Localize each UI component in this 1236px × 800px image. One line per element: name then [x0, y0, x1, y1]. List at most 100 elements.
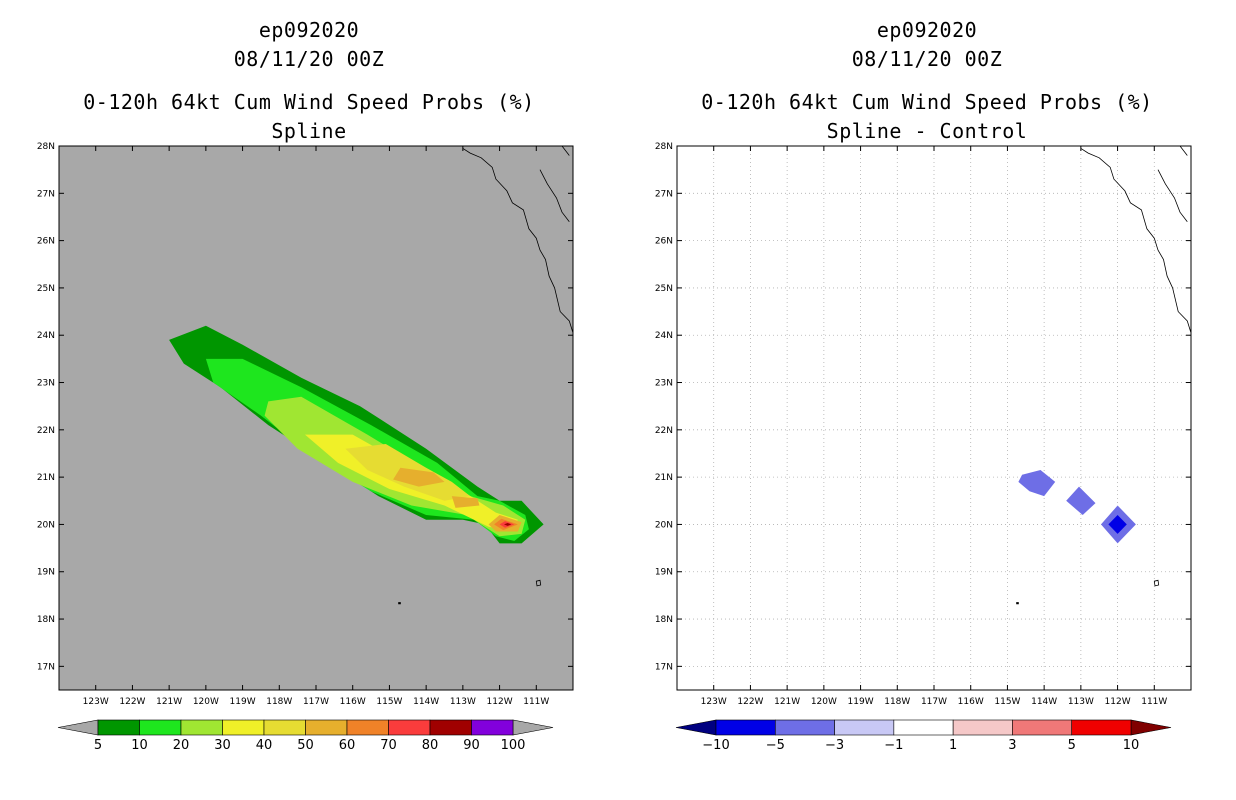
colorbar-swatch	[305, 719, 348, 736]
colorbar-label: 70	[380, 738, 397, 753]
colorbar-label: −3	[825, 738, 844, 753]
init-date: 08/11/20 00Z	[233, 47, 385, 71]
colorbar-swatch	[263, 719, 306, 736]
x-tick-label: 116W	[958, 697, 984, 707]
colorbar-label: −5	[766, 738, 785, 753]
x-tick-label: 118W	[266, 697, 292, 707]
y-tick-label: 23N	[655, 379, 673, 389]
y-tick-label: 20N	[655, 520, 673, 530]
island	[1153, 579, 1160, 587]
x-tick-label: 112W	[1105, 697, 1131, 707]
panel-spline: ep092020 08/11/20 00Z 0-120h 64kt Cum Wi…	[37, 18, 574, 753]
x-tick-label: 113W	[450, 697, 476, 707]
x-tick-label: 120W	[193, 697, 219, 707]
colorbar-label: 80	[422, 738, 439, 753]
colorbar-swatch	[774, 719, 835, 736]
x-tick-label: 119W	[848, 697, 874, 707]
colorbar-swatch	[834, 719, 895, 736]
chart-subtitle: Spline - Control	[826, 119, 1028, 143]
storm-id: ep092020	[876, 18, 978, 42]
y-tick-label: 26N	[37, 237, 55, 247]
y-tick-label: 26N	[655, 237, 673, 247]
init-date: 08/11/20 00Z	[851, 47, 1003, 71]
colorbar-label: 10	[131, 738, 148, 753]
colorbar-swatch	[388, 719, 431, 736]
island	[535, 579, 542, 587]
x-tick-label: 115W	[994, 697, 1020, 707]
y-tick-label: 18N	[37, 615, 55, 625]
colorbar-label: 90	[463, 738, 480, 753]
y-tick-label: 25N	[37, 284, 55, 294]
y-tick-label: 22N	[655, 426, 673, 436]
panel-spline-minus-control: ep092020 08/11/20 00Z 0-120h 64kt Cum Wi…	[618, 0, 1236, 800]
colorbar-label: 40	[256, 738, 273, 753]
colorbar-over-triangle	[512, 719, 554, 736]
colorbar-swatch	[346, 719, 389, 736]
colorbar-label: 50	[297, 738, 314, 753]
colorbar-label: 5	[94, 738, 102, 753]
y-tick-label: 17N	[37, 662, 55, 672]
colorbar-label: 100	[501, 738, 526, 753]
x-tick-label: 119W	[230, 697, 256, 707]
x-tick-label: 114W	[1031, 697, 1057, 707]
x-tick-label: 123W	[701, 697, 727, 707]
x-tick-label: 118W	[884, 697, 910, 707]
contour-region-neg3	[1066, 486, 1096, 515]
colorbar-label: −1	[884, 738, 903, 753]
chart-title: 0-120h 64kt Cum Wind Speed Probs (%)	[83, 90, 535, 114]
colorbar-under-triangle	[675, 719, 717, 736]
coastline	[1157, 169, 1188, 222]
y-tick-label: 27N	[655, 189, 673, 199]
coastline	[1179, 145, 1188, 156]
storm-id: ep092020	[258, 18, 360, 42]
colorbar-swatch	[471, 719, 514, 736]
colorbar-label: 1	[949, 738, 957, 753]
y-tick-label: 24N	[37, 331, 55, 341]
x-tick-label: 116W	[340, 697, 366, 707]
y-tick-label: 20N	[37, 520, 55, 530]
coastline	[561, 145, 570, 156]
colorbar-swatch	[139, 719, 182, 736]
chart-spline: 123W 122W 121W 120W 119W 118W 117W 116W 115W 114W…	[37, 142, 574, 753]
colorbar-swatch	[952, 719, 1013, 736]
colorbar-label: 30	[214, 738, 231, 753]
contour-region-50	[451, 496, 480, 508]
coastline	[539, 169, 570, 222]
x-tick-label: 111W	[523, 697, 549, 707]
x-tick-label: 122W	[737, 697, 763, 707]
colorbar-label: 60	[339, 738, 356, 753]
chart-title: 0-120h 64kt Cum Wind Speed Probs (%)	[701, 90, 1153, 114]
chart-spline-minus-control: 123W 122W 121W 120W 119W 118W 117W 116W 115W 114W…	[655, 142, 1192, 753]
colorbar-swatch	[1012, 719, 1073, 736]
x-tick-label: 113W	[1068, 697, 1094, 707]
x-tick-label: 122W	[119, 697, 145, 707]
coastline	[1080, 148, 1192, 334]
colorbar-swatch	[97, 719, 140, 736]
y-tick-label: 28N	[37, 142, 55, 152]
colorbar-label: −10	[702, 738, 729, 753]
x-tick-label: 114W	[413, 697, 439, 707]
island	[1016, 602, 1019, 605]
x-tick-label: 117W	[921, 697, 947, 707]
y-tick-label: 17N	[655, 662, 673, 672]
x-tick-label: 115W	[376, 697, 402, 707]
colorbar-swatch	[893, 719, 954, 736]
contour-region-neg3	[1018, 470, 1056, 497]
y-tick-label: 23N	[37, 379, 55, 389]
colorbar-over-triangle	[1130, 719, 1172, 736]
x-tick-label: 121W	[156, 697, 182, 707]
y-tick-label: 24N	[655, 331, 673, 341]
colorbar-label: 5	[1068, 738, 1076, 753]
colorbar-label: 20	[173, 738, 190, 753]
y-tick-label: 21N	[37, 473, 55, 483]
island	[398, 602, 401, 605]
x-tick-label: 112W	[487, 697, 513, 707]
y-tick-label: 21N	[655, 473, 673, 483]
chart-subtitle: Spline	[271, 119, 347, 143]
colorbar-swatch	[715, 719, 776, 736]
coastline	[462, 148, 574, 334]
x-tick-label: 120W	[811, 697, 837, 707]
y-tick-label: 19N	[655, 568, 673, 578]
x-tick-label: 111W	[1141, 697, 1167, 707]
contour-region-50	[393, 467, 445, 487]
